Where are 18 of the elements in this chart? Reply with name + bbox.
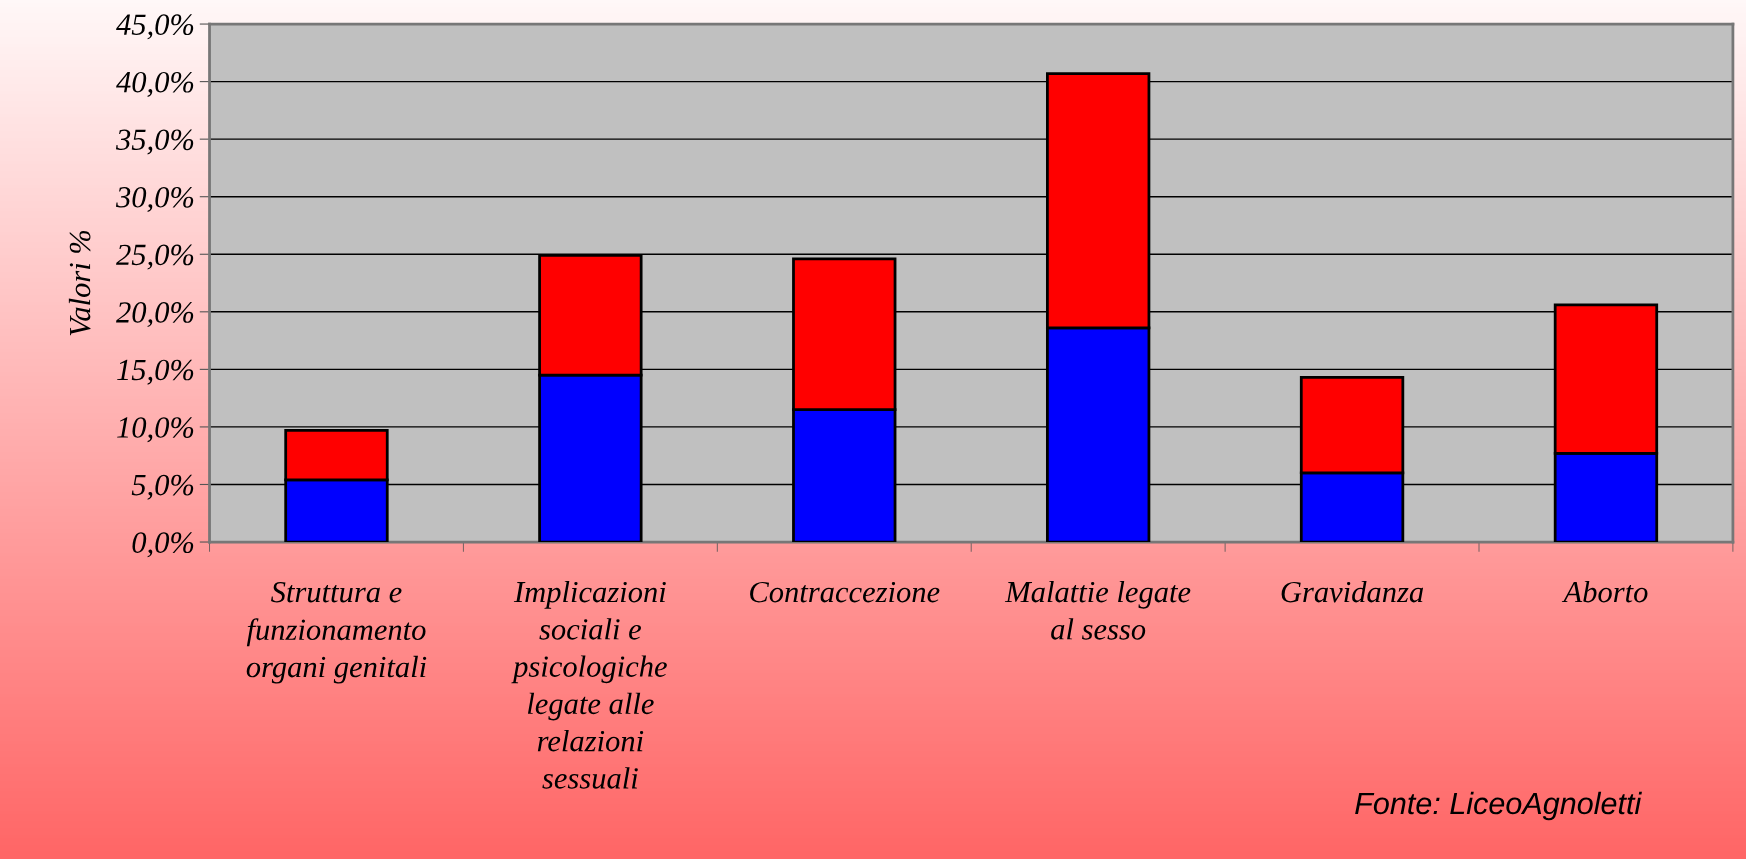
y-tick-label: 25,0% bbox=[116, 244, 194, 270]
y-tick-label: 30,0% bbox=[115, 186, 194, 213]
x-tick-label: Contraccezione bbox=[750, 581, 940, 603]
y-tick-label: 40,0% bbox=[116, 71, 194, 97]
x-tick-label: Gravidanza bbox=[1281, 580, 1424, 603]
y-tick-label: 45,0% bbox=[116, 14, 194, 40]
source-note: Fonte: LiceoAgnoletti bbox=[1355, 791, 1642, 821]
x-tick-label: Malattie legate al sesso bbox=[1004, 580, 1191, 640]
y-tick-label: 5,0% bbox=[131, 474, 194, 500]
x-tick-label: Aborto bbox=[1561, 580, 1648, 603]
y-axis-title: Valori % bbox=[68, 230, 91, 336]
y-tick-label: 20,0% bbox=[116, 302, 194, 328]
y-tick-label: 35,0% bbox=[115, 129, 194, 155]
y-tick-label: 10,0% bbox=[117, 417, 194, 443]
x-tick-label: Implicazioni sociali e psicologiche legate alle relazioni sessuali bbox=[511, 580, 667, 789]
y-tick-label: 0,0% bbox=[132, 532, 194, 558]
x-tick-label: Struttura e funzionamento organi genitali bbox=[246, 581, 427, 684]
y-tick-label: 15,0% bbox=[117, 359, 194, 385]
